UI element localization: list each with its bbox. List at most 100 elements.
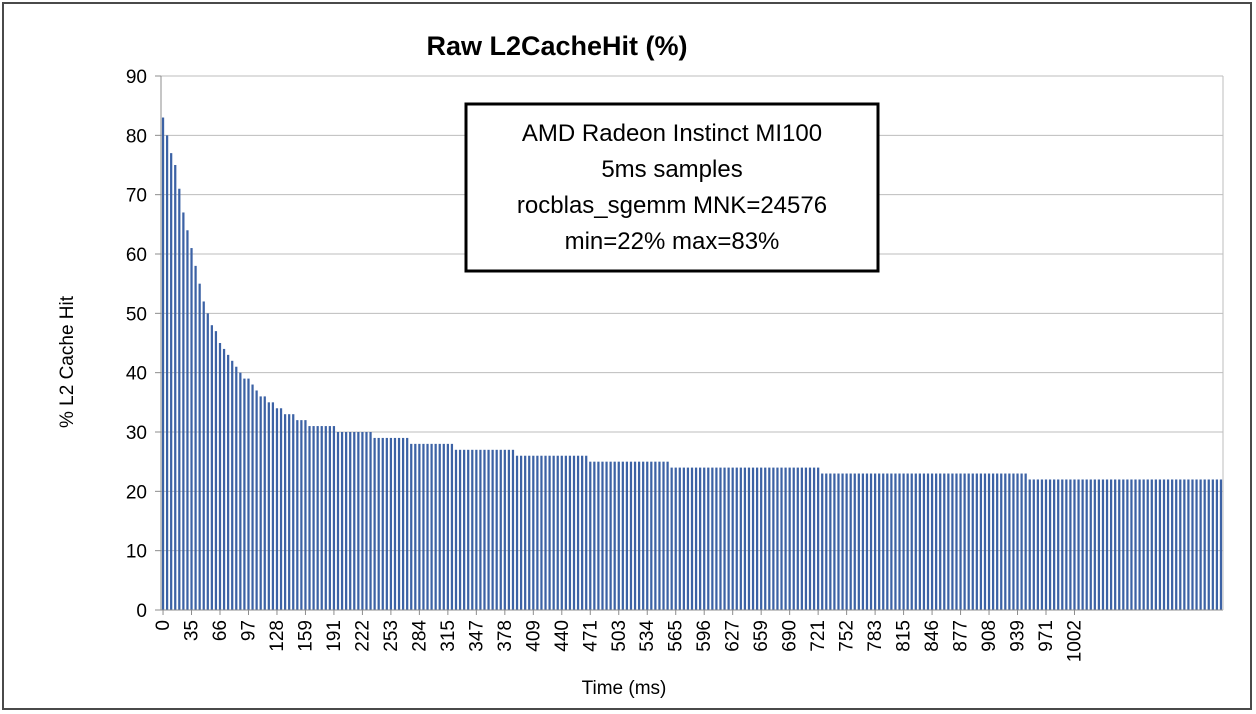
bar: [467, 449, 470, 610]
bar: [825, 473, 828, 610]
bar: [1036, 479, 1039, 610]
bar: [1150, 479, 1153, 610]
bar: [499, 449, 502, 610]
bar: [1012, 473, 1015, 610]
bar: [690, 467, 694, 610]
bar: [434, 443, 437, 610]
bar: [190, 248, 193, 610]
bar: [235, 366, 238, 610]
bar: [853, 473, 856, 610]
bar: [414, 443, 417, 610]
bar: [768, 467, 771, 610]
bar: [1122, 479, 1125, 610]
bar: [857, 473, 860, 610]
bar: [882, 473, 885, 610]
bar: [910, 473, 913, 610]
bar: [1162, 479, 1166, 610]
x-tick-label: 440: [552, 620, 573, 652]
bar: [324, 426, 327, 610]
bar: [458, 449, 462, 610]
bar: [1097, 479, 1101, 610]
bar: [654, 461, 657, 610]
bar: [475, 449, 478, 610]
bar: [532, 455, 535, 610]
bar: [735, 467, 738, 610]
bar: [747, 467, 751, 610]
bar: [296, 420, 299, 610]
bar: [1187, 479, 1190, 610]
bar: [463, 449, 466, 610]
bar: [259, 396, 262, 610]
x-tick-label: 971: [1036, 620, 1057, 652]
bar: [711, 467, 714, 610]
x-tick-label: 908: [979, 620, 1000, 652]
bar: [642, 461, 645, 610]
bar: [377, 437, 380, 610]
bar: [231, 360, 234, 610]
bar: [727, 467, 730, 610]
bar: [471, 449, 474, 610]
bar: [906, 473, 909, 610]
bar: [568, 455, 572, 610]
x-tick-label: 596: [694, 620, 715, 652]
bar: [845, 473, 848, 610]
bar: [373, 437, 376, 610]
bar: [345, 432, 348, 610]
bar: [418, 443, 421, 610]
bar: [369, 432, 372, 610]
bar: [1142, 479, 1145, 610]
bar: [821, 473, 824, 610]
bar: [939, 473, 942, 610]
bar: [1040, 479, 1044, 610]
bar: [528, 455, 531, 610]
bar: [776, 467, 779, 610]
bar: [987, 473, 991, 610]
bar: [1069, 479, 1072, 610]
bar: [1126, 479, 1129, 610]
bar: [1211, 479, 1214, 610]
bar: [894, 473, 897, 610]
bar: [633, 461, 637, 610]
bar: [1114, 479, 1117, 610]
bar: [552, 455, 555, 610]
bar: [365, 432, 368, 610]
bar: [271, 402, 275, 610]
bar: [556, 455, 559, 610]
bar: [267, 402, 270, 610]
bar: [1166, 479, 1170, 610]
bar: [751, 467, 755, 610]
x-tick-label: 690: [780, 620, 801, 652]
bar: [483, 449, 486, 610]
x-tick-label: 409: [523, 620, 544, 652]
bar: [1134, 479, 1137, 610]
bar: [1077, 479, 1080, 610]
bar: [438, 443, 441, 610]
bar: [743, 467, 747, 610]
bar: [1048, 479, 1052, 610]
bar: [943, 473, 946, 610]
bar: [340, 432, 344, 610]
bar: [1109, 479, 1113, 610]
bar: [996, 473, 999, 610]
bar: [841, 473, 844, 610]
chart-title: Raw L2CacheHit (%): [426, 31, 687, 61]
bar: [869, 473, 873, 610]
bar: [817, 467, 820, 610]
bar: [1191, 479, 1194, 610]
bar: [963, 473, 966, 610]
bar: [922, 473, 926, 610]
x-tick-label: 97: [239, 620, 260, 641]
bar: [764, 467, 767, 610]
bar: [519, 455, 523, 610]
bar: [861, 473, 865, 610]
y-axis-label: % L2 Cache Hit: [57, 295, 78, 428]
bar: [450, 443, 454, 610]
y-tick-label: 30: [126, 423, 147, 444]
bar: [1024, 473, 1027, 610]
bar: [666, 461, 669, 610]
bar: [699, 467, 702, 610]
bar: [491, 449, 494, 610]
y-tick-label: 70: [126, 186, 147, 207]
bar: [755, 467, 759, 610]
x-tick-label: 783: [865, 620, 886, 652]
